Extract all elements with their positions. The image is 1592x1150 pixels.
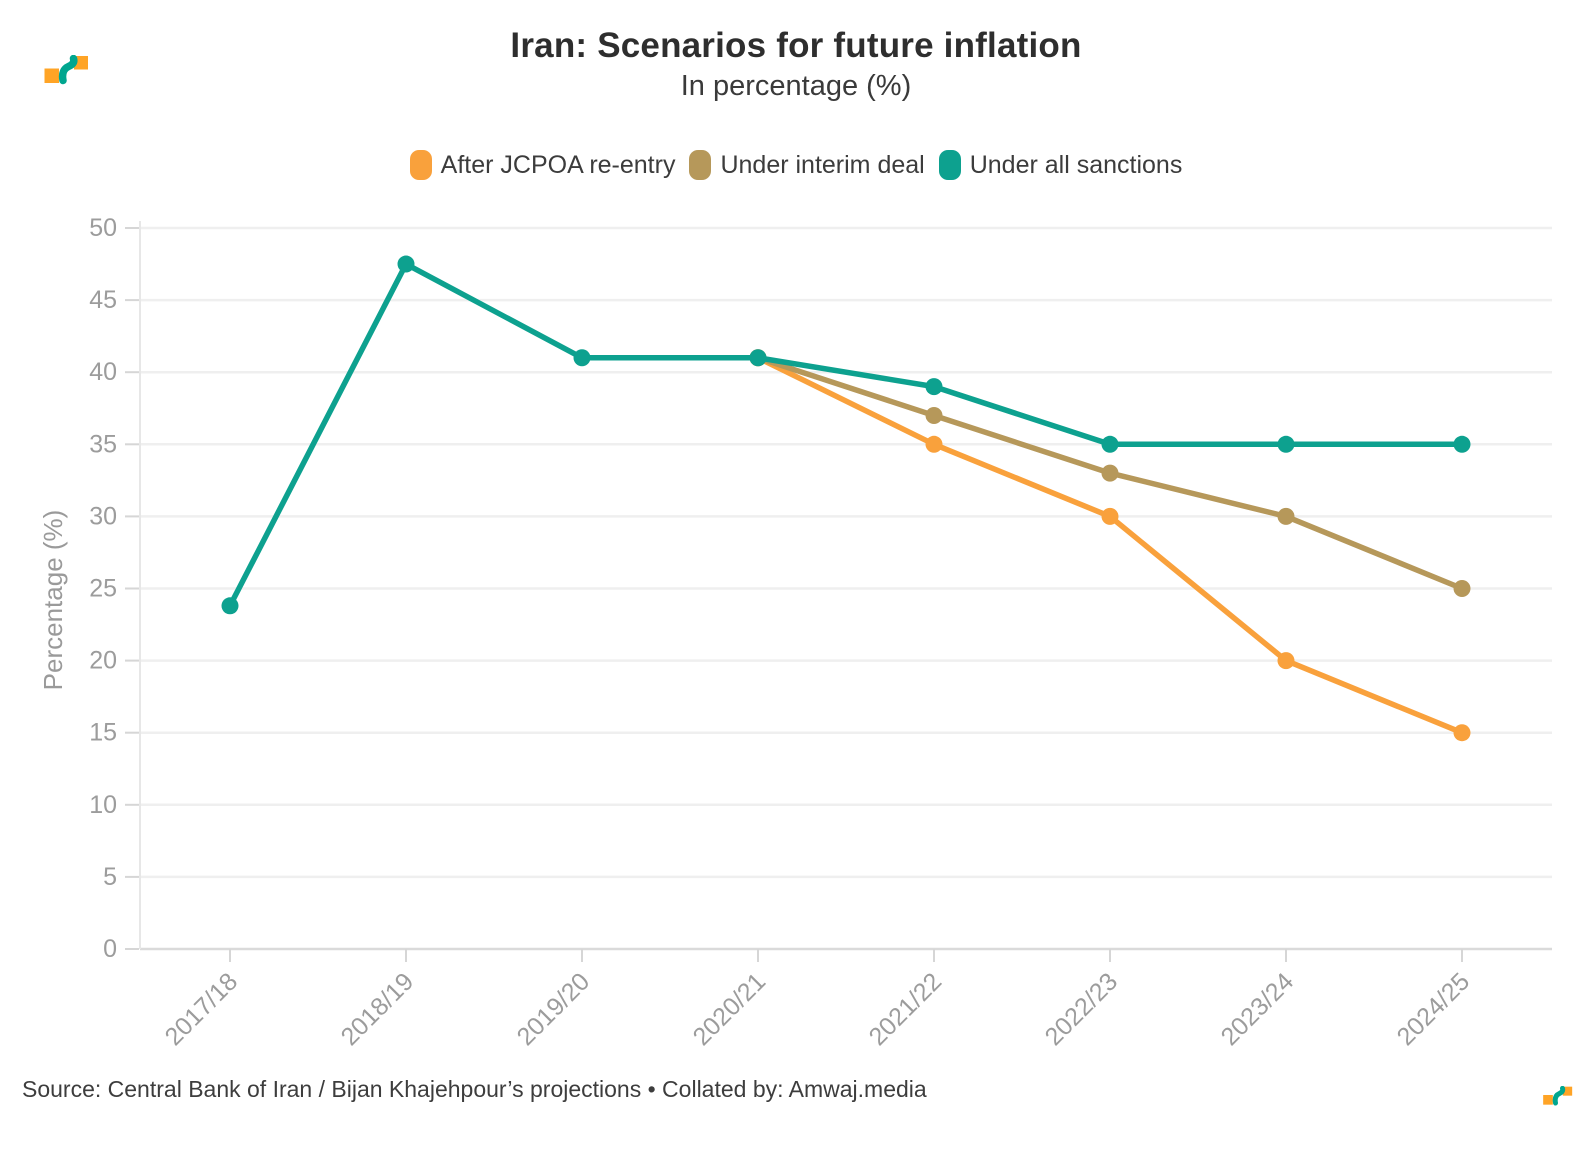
y-tick-label: 5 [103, 863, 117, 891]
data-point [925, 378, 943, 396]
line-chart: 0 5 10 15 20 25 30 35 40 45 50 2017/18 2018/19 2019/2… [0, 200, 1592, 1070]
y-tick-label: 15 [89, 719, 117, 747]
data-point [397, 255, 415, 273]
data-point [1453, 435, 1471, 453]
legend-label: Under interim deal [720, 150, 925, 179]
data-point [925, 435, 943, 453]
data-point [1277, 435, 1295, 453]
y-axis-title: Percentage (%) [38, 510, 68, 691]
y-tick-label: 30 [89, 502, 117, 530]
data-point [1277, 652, 1295, 670]
chart-subtitle: In percentage (%) [680, 70, 912, 102]
x-tick-label: 2023/24 [1216, 967, 1300, 1051]
x-axis: 2017/18 2018/19 2019/20 2020/21 2021/22 2022/… [160, 949, 1476, 1051]
chart-title: Iran: Scenarios for future inflation [510, 26, 1082, 65]
data-point [221, 597, 239, 615]
legend-item: After JCPOA re-entry [409, 150, 676, 180]
legend: After JCPOA re-entry Under interim deal Un… [0, 150, 1592, 180]
legend-swatch [938, 150, 961, 180]
x-tick-label: 2022/23 [1040, 967, 1124, 1051]
x-tick-label: 2020/21 [688, 967, 772, 1051]
data-point [1101, 507, 1119, 525]
x-tick-label: 2021/22 [864, 967, 948, 1051]
legend-label: Under all sanctions [969, 150, 1183, 179]
series-after-jcpoa-re-entry [749, 349, 1471, 742]
amwaj-logo-icon [1543, 1086, 1573, 1106]
series-line [227, 261, 1465, 609]
legend-label: After JCPOA re-entry [440, 150, 676, 179]
legend-swatch [689, 150, 712, 180]
y-tick-label: 35 [89, 430, 117, 458]
data-point [1453, 724, 1471, 742]
amwaj-logo-icon [44, 55, 88, 85]
gridlines: 0 5 10 15 20 25 30 35 40 45 50 [89, 214, 1552, 963]
y-tick-label: 10 [89, 791, 117, 819]
series-under-interim-deal [749, 349, 1471, 597]
y-tick-label: 50 [89, 214, 117, 242]
data-point [925, 406, 943, 424]
y-tick-label: 45 [89, 286, 117, 314]
y-tick-label: 40 [89, 358, 117, 386]
data-point [749, 349, 767, 367]
plot-area: 0 5 10 15 20 25 30 35 40 45 50 2017/18 2018/19 2019/2… [38, 214, 1552, 1051]
y-tick-label: 20 [89, 647, 117, 675]
header: Iran: Scenarios for future inflation In … [0, 0, 1592, 103]
data-point [1101, 464, 1119, 482]
legend-item: Under all sanctions [938, 150, 1183, 180]
legend-swatch [409, 150, 432, 180]
x-tick-label: 2018/19 [336, 967, 420, 1051]
legend-item: Under interim deal [689, 150, 925, 180]
data-point [1277, 507, 1295, 525]
data-point [573, 349, 591, 367]
y-tick-label: 25 [89, 575, 117, 603]
series-under-all-sanctions [221, 255, 1471, 615]
y-tick-label: 0 [103, 935, 117, 963]
data-point [1101, 435, 1119, 453]
source-text: Source: Central Bank of Iran / Bijan Kha… [22, 1076, 927, 1102]
x-tick-label: 2019/20 [512, 967, 596, 1051]
x-tick-label: 2017/18 [160, 967, 244, 1051]
x-tick-label: 2024/25 [1392, 967, 1476, 1051]
data-point [1453, 580, 1471, 597]
